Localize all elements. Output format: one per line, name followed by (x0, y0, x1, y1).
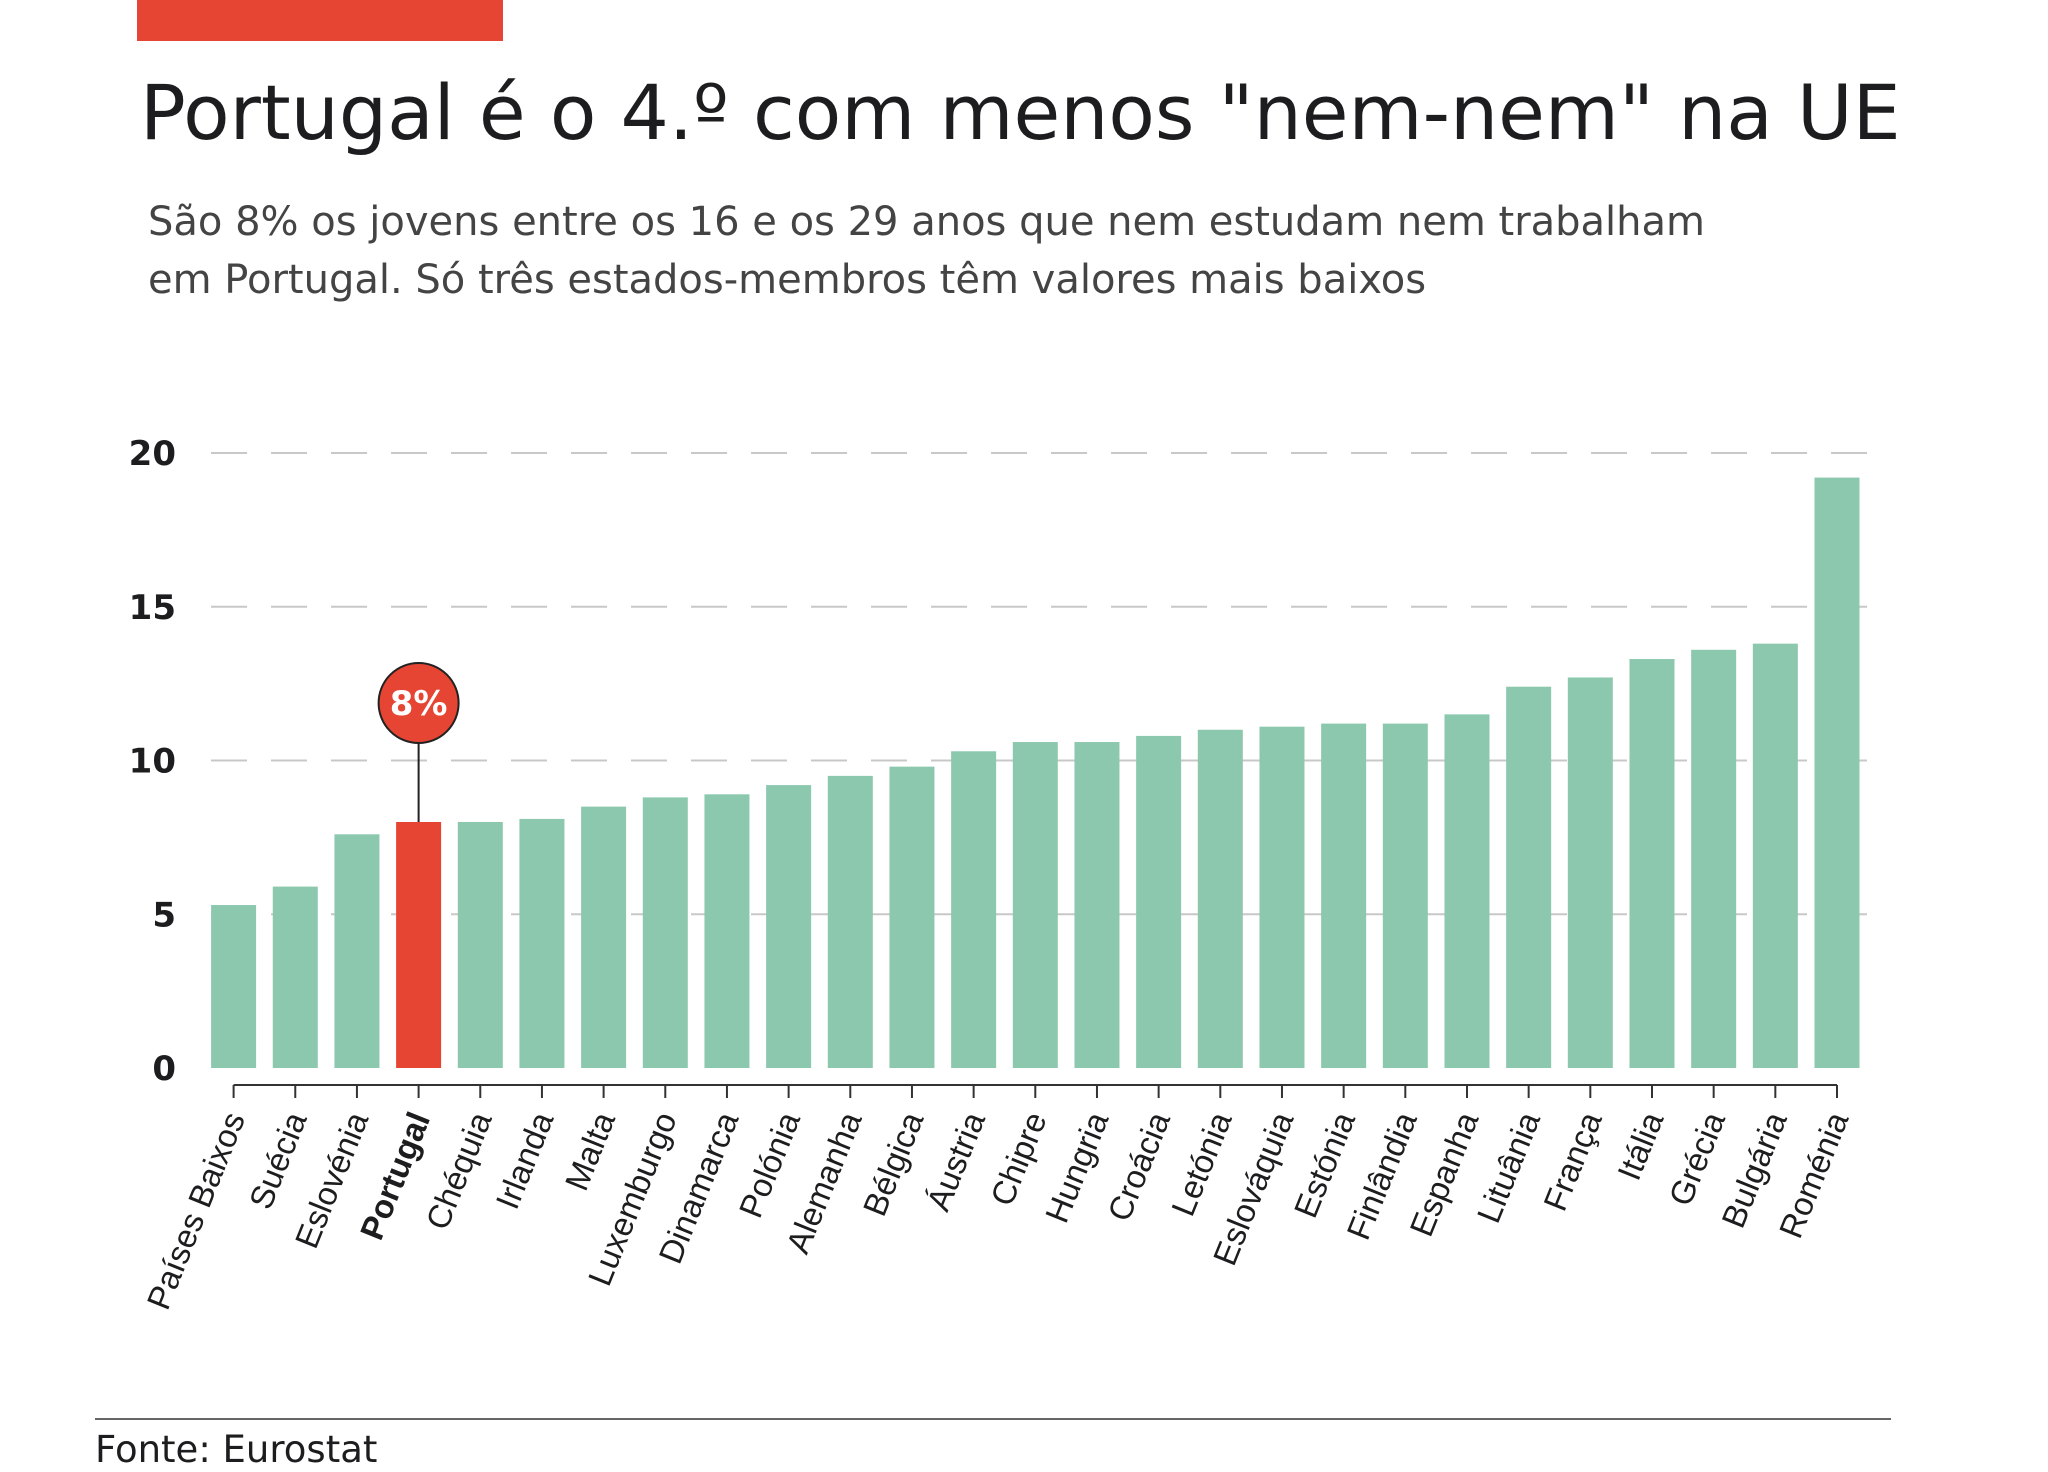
bar (951, 751, 997, 1068)
bar (1012, 742, 1058, 1068)
subtitle: São 8% os jovens entre os 16 e os 29 ano… (148, 199, 1705, 245)
bar (457, 822, 503, 1068)
bar (334, 834, 380, 1068)
x-tick-label: Áustria (919, 1106, 992, 1216)
x-tick-label: Grécia (1661, 1106, 1732, 1211)
y-tick-label: 5 (152, 895, 176, 935)
bar (1444, 714, 1490, 1068)
y-tick-label: 20 (129, 434, 176, 474)
bar (1136, 735, 1182, 1068)
bar (1506, 686, 1552, 1068)
source: Fonte: Eurostat (95, 1428, 377, 1471)
accent-bar (137, 0, 503, 41)
bar (704, 794, 750, 1068)
y-tick-label: 15 (129, 588, 176, 628)
bar (1074, 742, 1120, 1068)
x-tick-label: França (1536, 1106, 1609, 1216)
bar (1629, 659, 1675, 1068)
bar (766, 785, 812, 1068)
bar (581, 806, 627, 1068)
x-tick-label: Malta (558, 1106, 623, 1195)
bar (1197, 729, 1243, 1068)
chart-title: Portugal é o 4.º com menos "nem-nem" na … (140, 68, 1901, 157)
bar (1691, 649, 1737, 1068)
bar (272, 886, 318, 1068)
bar (642, 797, 688, 1068)
subtitle: em Portugal. Só três estados-membros têm… (148, 257, 1426, 303)
x-tick-label: Países Baixos (139, 1107, 252, 1315)
bar (1321, 723, 1367, 1068)
bar (211, 905, 257, 1068)
x-tick-label: Chipre (983, 1107, 1054, 1211)
x-tick-label: Suécia (242, 1106, 314, 1214)
bar (1814, 477, 1860, 1069)
bar (889, 766, 935, 1068)
x-tick-label: Irlanda (488, 1106, 560, 1214)
bar (827, 775, 873, 1068)
y-tick-label: 0 (152, 1049, 176, 1089)
x-tick-label: Itália (1610, 1106, 1671, 1185)
annotation-badge (377, 662, 460, 744)
y-tick-label: 10 (129, 742, 176, 782)
value-label: 8% (390, 684, 448, 724)
bar (396, 822, 442, 1068)
bar (1752, 643, 1798, 1068)
bar (1259, 726, 1305, 1068)
bar (1382, 723, 1428, 1068)
bar (519, 818, 565, 1068)
bar (1567, 677, 1613, 1068)
